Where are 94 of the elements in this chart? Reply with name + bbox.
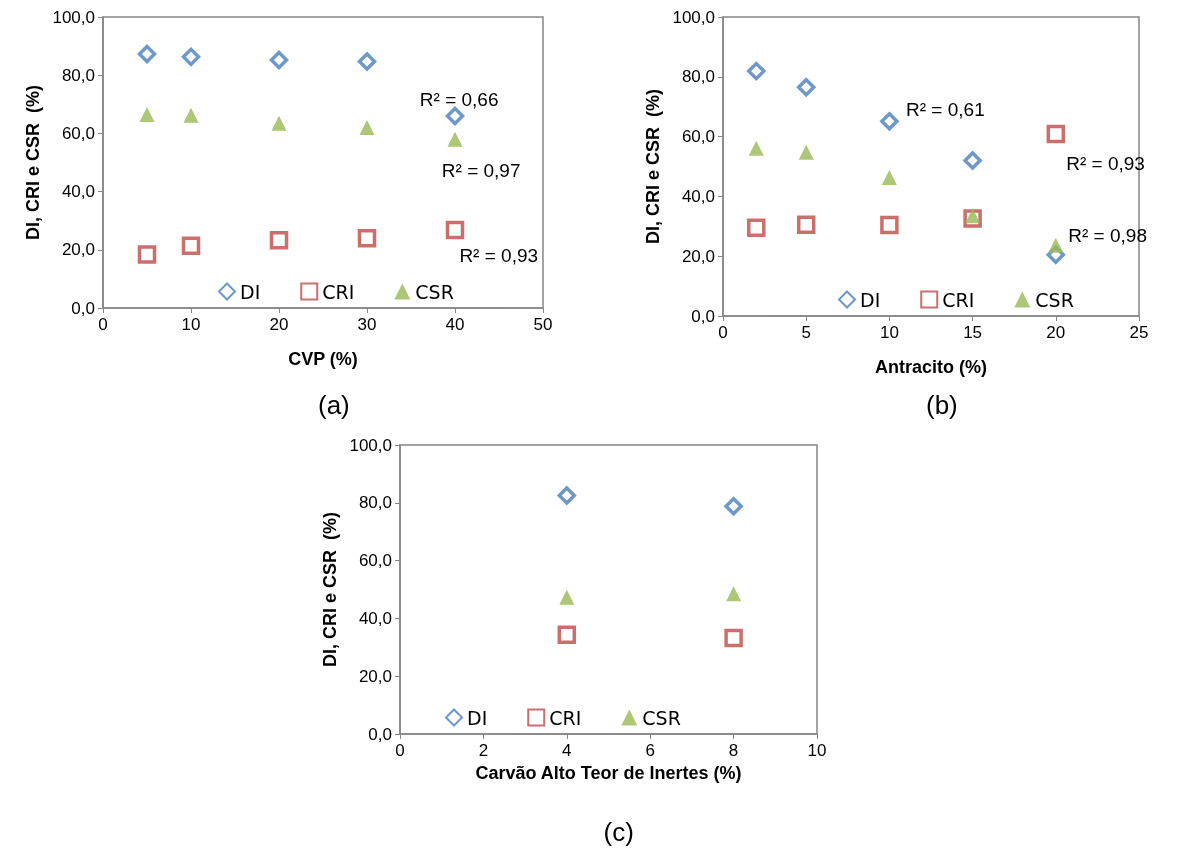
point — [137, 44, 157, 64]
annotation: R² = 0,97 — [441, 159, 521, 181]
point — [796, 78, 816, 97]
x-tick-label: 8 — [728, 741, 739, 760]
x-tick-label: 0 — [718, 323, 728, 342]
y-tick-label: 80,0 — [358, 493, 392, 513]
x-tick-label: 0 — [395, 741, 405, 760]
annotation: R² = 0,98 — [1068, 224, 1147, 246]
x-tick-label: 15 — [963, 323, 983, 342]
point — [748, 140, 764, 156]
y-tick-label: 20,0 — [358, 666, 392, 686]
x-axis-title: CVP (%) — [288, 349, 358, 369]
y-tick-label: 40,0 — [61, 182, 95, 202]
y-tick-label: 0,0 — [71, 298, 95, 318]
y-tick-label: 0,0 — [368, 724, 392, 744]
y-tick-label: 20,0 — [61, 240, 95, 260]
y-tick-label: 0,0 — [691, 306, 715, 326]
x-tick-label: 6 — [645, 741, 655, 760]
y-tick-label: 80,0 — [61, 65, 95, 85]
y-tick-label: 100,0 — [672, 7, 715, 27]
annotation: R² = 0,93 — [1066, 153, 1145, 175]
text: (b) — [926, 390, 958, 420]
legend-label: CRI — [322, 280, 355, 303]
x-tick-label: 5 — [801, 323, 811, 342]
legend-label: CSR — [1035, 288, 1074, 311]
point — [726, 586, 742, 602]
x-tick-label: 10 — [807, 741, 827, 760]
point — [881, 170, 897, 186]
point — [724, 497, 743, 516]
point — [271, 115, 287, 131]
point — [963, 209, 982, 228]
x-tick-label: 10 — [879, 323, 899, 342]
point — [796, 215, 816, 235]
legend-label: CRI — [549, 706, 582, 729]
legend-label: DI — [467, 706, 488, 729]
y-axis-title: DI, CRI e CSR (%) — [22, 84, 43, 241]
y-axis-title: DI, CRI e CSR (%) — [319, 511, 340, 668]
x-tick-label: 40 — [445, 315, 465, 334]
x-axis-title: Antracito (%) — [875, 357, 987, 377]
point — [747, 218, 766, 238]
point — [357, 52, 377, 71]
x-tick-label: 10 — [181, 315, 201, 334]
point — [557, 625, 577, 645]
point — [557, 486, 577, 505]
point — [559, 589, 575, 605]
point — [269, 50, 289, 70]
y-tick-label: 40,0 — [358, 608, 392, 628]
annotation: R² = 0,93 — [459, 245, 539, 267]
point — [724, 628, 743, 648]
point — [357, 228, 377, 248]
legend-label: CRI — [942, 288, 975, 311]
x-tick-label: 50 — [533, 315, 553, 334]
text: (a) — [318, 390, 350, 420]
y-tick-label: 60,0 — [61, 123, 95, 143]
point — [445, 220, 465, 240]
point — [880, 112, 899, 131]
point — [183, 107, 199, 123]
y-tick-label: 100,0 — [349, 435, 392, 455]
point — [798, 144, 814, 160]
annotation: R² = 0,61 — [906, 99, 985, 121]
point — [359, 120, 375, 136]
x-tick-label: 30 — [357, 315, 377, 334]
annotation: R² = 0,66 — [419, 89, 499, 111]
point — [181, 47, 201, 67]
x-tick-label: 0 — [98, 315, 108, 334]
y-tick-label: 60,0 — [358, 551, 392, 571]
point — [447, 131, 463, 147]
y-tick-label: 100,0 — [52, 7, 95, 27]
point — [137, 245, 157, 264]
y-tick-label: 40,0 — [681, 186, 715, 206]
point — [965, 208, 981, 224]
x-tick-label: 20 — [269, 315, 289, 334]
legend-label: DI — [860, 288, 881, 311]
point — [181, 236, 201, 255]
y-axis-title: DI, CRI e CSR (%) — [642, 88, 663, 245]
legend-label: CSR — [642, 706, 681, 729]
x-axis-title: Carvão Alto Teor de Inertes (%) — [475, 763, 742, 783]
point — [880, 215, 899, 235]
x-tick-label: 20 — [1046, 323, 1066, 342]
legend-label: CSR — [415, 280, 454, 303]
x-tick-label: 2 — [478, 741, 489, 760]
x-tick-label: 25 — [1129, 323, 1149, 342]
point — [1046, 124, 1066, 144]
point — [139, 106, 155, 122]
text: (c) — [603, 817, 634, 847]
y-tick-label: 20,0 — [681, 246, 715, 266]
legend-label: DI — [240, 280, 261, 303]
point — [747, 61, 766, 81]
x-tick-label: 4 — [562, 741, 572, 760]
y-tick-label: 80,0 — [681, 67, 715, 87]
y-tick-label: 60,0 — [681, 127, 715, 147]
point — [269, 230, 289, 250]
point — [1048, 237, 1064, 253]
point — [963, 151, 982, 170]
